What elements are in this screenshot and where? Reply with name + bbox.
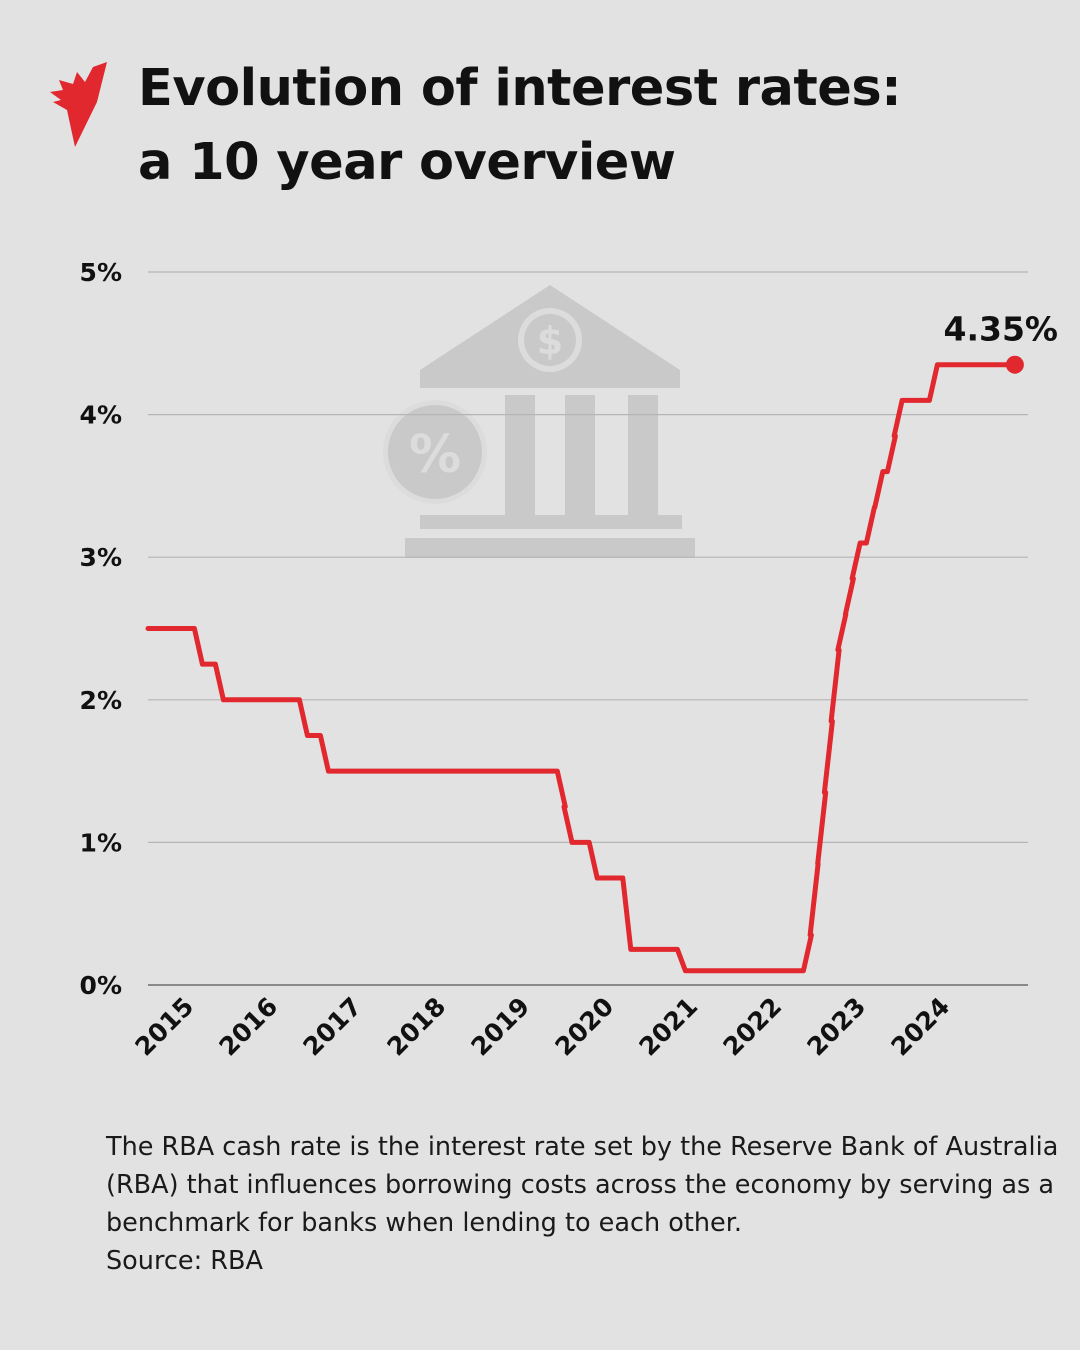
svg-text:$: $ [537, 319, 563, 363]
description: The RBA cash rate is the interest rate s… [106, 1128, 1066, 1280]
sbs-logo-icon [50, 62, 107, 147]
y-tick-label: 3% [80, 543, 122, 572]
bank-percent-icon: $ % [383, 285, 695, 558]
x-tick-label: 2020 [550, 992, 620, 1062]
end-value-label: 4.35% [944, 310, 1059, 349]
x-tick-label: 2019 [466, 992, 536, 1062]
x-tick-label: 2017 [298, 992, 368, 1062]
x-tick-label: 2024 [886, 992, 956, 1062]
description-text: The RBA cash rate is the interest rate s… [106, 1132, 1059, 1238]
x-tick-label: 2022 [718, 992, 788, 1062]
y-tick-label: 4% [80, 401, 122, 430]
y-tick-label: 2% [80, 686, 122, 715]
x-tick-label: 2018 [382, 992, 452, 1062]
end-point-marker [1005, 355, 1024, 374]
x-tick-label: 2023 [802, 992, 872, 1062]
title-line-1: Evolution of interest rates: [138, 59, 902, 118]
y-tick-label: 5% [80, 258, 122, 287]
title-line-2: a 10 year overview [138, 133, 676, 192]
cash-rate-line [145, 362, 1022, 974]
x-tick-label: 2015 [130, 992, 200, 1062]
x-tick-label: 2016 [214, 992, 284, 1062]
page-title: Evolution of interest rates: a 10 year o… [138, 52, 902, 200]
svg-text:%: % [409, 425, 461, 485]
source-text: Source: RBA [106, 1246, 263, 1276]
line-chart: $ % 0%1%2%3%4%5% 2015 2016 2017 2018 2019 202… [80, 258, 1059, 1062]
x-tick-label: 2021 [634, 992, 704, 1062]
y-tick-label: 0% [80, 971, 122, 1000]
y-tick-label: 1% [80, 828, 122, 857]
